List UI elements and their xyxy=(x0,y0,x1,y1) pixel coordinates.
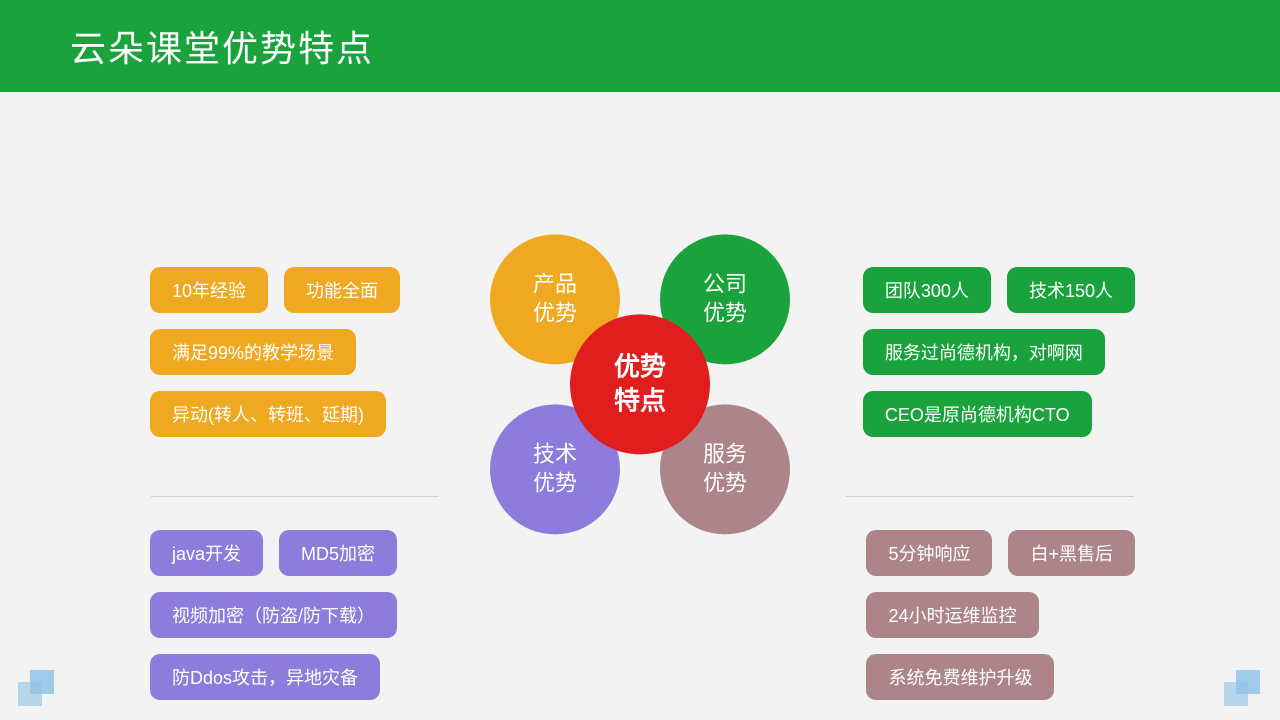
center-circle: 优势 特点 xyxy=(570,314,710,454)
pill-row: CEO是原尚德机构CTO xyxy=(863,391,1092,437)
feature-pill: java开发 xyxy=(150,530,263,576)
feature-pill: CEO是原尚德机构CTO xyxy=(863,391,1092,437)
petal-label-line: 优势 xyxy=(703,469,747,498)
petal-label-line: 优势 xyxy=(533,299,577,328)
pill-row: 5分钟响应白+黑售后 xyxy=(866,530,1135,576)
content-area: 产品 优势 公司 优势 技术 优势 服务 优势 优势 特点 10年经验功能全面满… xyxy=(0,92,1280,720)
feature-pill: 异动(转人、转班、延期) xyxy=(150,391,386,437)
quadrant-product: 10年经验功能全面满足99%的教学场景异动(转人、转班、延期) xyxy=(150,267,400,437)
corner-deco-left xyxy=(18,668,56,706)
pill-row: java开发 MD5加密 xyxy=(150,530,397,576)
feature-pill: 服务过尚德机构，对啊网 xyxy=(863,329,1105,375)
page-title: 云朵课堂优势特点 xyxy=(70,20,374,72)
pill-row: 系统免费维护升级 xyxy=(866,654,1054,700)
corner-deco-right xyxy=(1224,668,1262,706)
petal-label-line: 技术 xyxy=(533,441,577,470)
feature-pill: 10年经验 xyxy=(150,267,268,313)
divider-right xyxy=(846,496,1134,497)
center-label-line: 优势 xyxy=(614,351,666,385)
feature-pill: 5分钟响应 xyxy=(866,530,992,576)
pill-row: 10年经验功能全面 xyxy=(150,267,400,313)
feature-pill: 团队300人 xyxy=(863,267,991,313)
quadrant-service: 5分钟响应白+黑售后 24小时运维监控系统免费维护升级 xyxy=(866,530,1135,700)
pill-row: 24小时运维监控 xyxy=(866,592,1038,638)
pill-row: 团队300人技术150人 xyxy=(863,267,1135,313)
feature-pill: 系统免费维护升级 xyxy=(866,654,1054,700)
feature-pill: 技术150人 xyxy=(1007,267,1135,313)
header-bar: 云朵课堂优势特点 xyxy=(0,0,1280,92)
petal-label-line: 服务 xyxy=(703,441,747,470)
feature-pill: 视频加密（防盗/防下载） xyxy=(150,592,397,638)
pill-row: 视频加密（防盗/防下载） xyxy=(150,592,397,638)
feature-pill: MD5加密 xyxy=(279,530,397,576)
pill-row: 满足99%的教学场景 xyxy=(150,329,356,375)
feature-pill: 24小时运维监控 xyxy=(866,592,1038,638)
slide: 云朵课堂优势特点 产品 优势 公司 优势 技术 优势 服务 优势 优势 特点 xyxy=(0,0,1280,720)
circle-cluster: 产品 优势 公司 优势 技术 优势 服务 优势 优势 特点 xyxy=(460,204,820,564)
quadrant-technology: java开发 MD5加密视频加密（防盗/防下载） 防Ddos攻击，异地灾备 xyxy=(150,530,397,700)
petal-label-line: 产品 xyxy=(533,271,577,300)
feature-pill: 功能全面 xyxy=(284,267,400,313)
feature-pill: 白+黑售后 xyxy=(1008,530,1135,576)
quadrant-company: 团队300人技术150人服务过尚德机构，对啊网CEO是原尚德机构CTO xyxy=(863,267,1135,437)
pill-row: 防Ddos攻击，异地灾备 xyxy=(150,654,380,700)
pill-row: 服务过尚德机构，对啊网 xyxy=(863,329,1105,375)
petal-label-line: 公司 xyxy=(703,271,747,300)
center-label-line: 特点 xyxy=(614,384,666,418)
petal-label-line: 优势 xyxy=(533,469,577,498)
petal-label-line: 优势 xyxy=(703,299,747,328)
feature-pill: 满足99%的教学场景 xyxy=(150,329,356,375)
pill-row: 异动(转人、转班、延期) xyxy=(150,391,386,437)
divider-left xyxy=(151,496,439,497)
feature-pill: 防Ddos攻击，异地灾备 xyxy=(150,654,380,700)
